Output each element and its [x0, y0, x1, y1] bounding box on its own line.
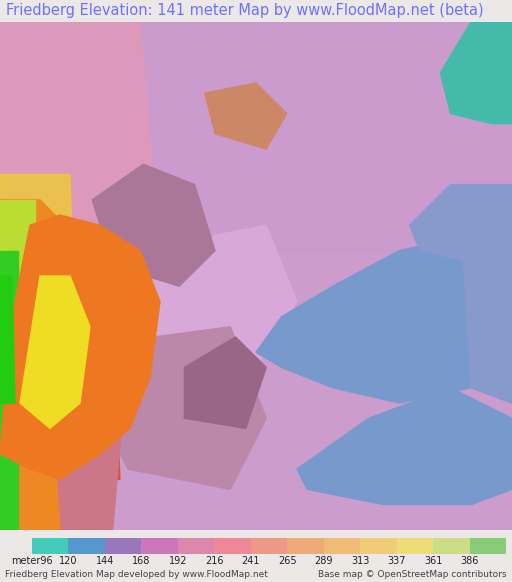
Polygon shape	[0, 175, 80, 530]
Text: Friedberg Elevation Map developed by www.FloodMap.net: Friedberg Elevation Map developed by www…	[5, 570, 268, 579]
Text: 168: 168	[132, 556, 151, 566]
Polygon shape	[410, 184, 512, 266]
Text: Base map © OpenStreetMap contributors: Base map © OpenStreetMap contributors	[318, 570, 507, 579]
Text: 144: 144	[96, 556, 114, 566]
Text: 265: 265	[278, 556, 296, 566]
Text: meter96: meter96	[11, 556, 53, 566]
Polygon shape	[205, 83, 287, 149]
Polygon shape	[256, 235, 512, 403]
Text: Friedberg Elevation: 141 meter Map by www.FloodMap.net (beta): Friedberg Elevation: 141 meter Map by ww…	[6, 3, 484, 19]
Polygon shape	[102, 327, 266, 489]
Polygon shape	[184, 337, 266, 428]
Text: 289: 289	[314, 556, 333, 566]
Polygon shape	[143, 225, 297, 367]
Polygon shape	[440, 22, 512, 123]
Text: 313: 313	[351, 556, 369, 566]
Text: 361: 361	[424, 556, 442, 566]
Polygon shape	[0, 200, 100, 530]
Text: 192: 192	[168, 556, 187, 566]
Text: 337: 337	[388, 556, 406, 566]
Polygon shape	[0, 22, 160, 251]
Polygon shape	[297, 388, 512, 505]
Polygon shape	[0, 251, 18, 530]
Text: 120: 120	[59, 556, 78, 566]
Text: 216: 216	[205, 556, 224, 566]
Polygon shape	[0, 164, 120, 505]
Polygon shape	[20, 276, 90, 428]
Polygon shape	[0, 215, 160, 479]
Polygon shape	[0, 276, 15, 403]
Polygon shape	[0, 200, 35, 428]
Polygon shape	[92, 164, 215, 286]
Text: 241: 241	[242, 556, 260, 566]
Polygon shape	[51, 301, 128, 530]
Polygon shape	[461, 215, 512, 403]
Text: 386: 386	[460, 556, 479, 566]
